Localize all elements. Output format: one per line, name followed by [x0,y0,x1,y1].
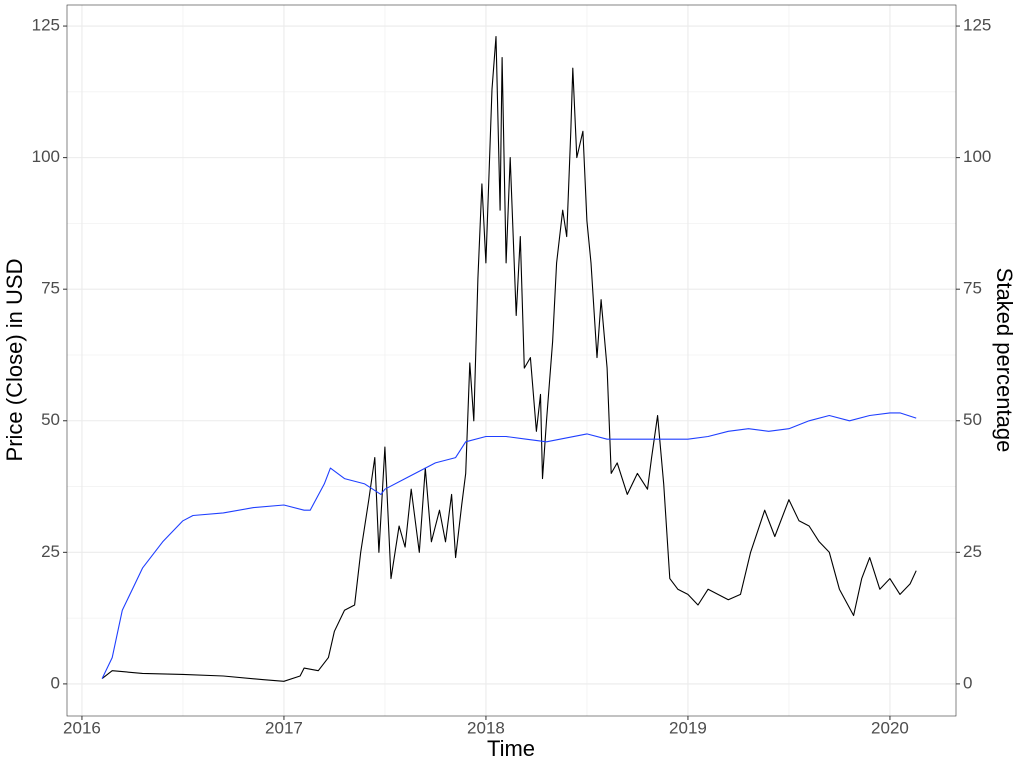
y2-tick-label: 100 [963,147,991,166]
x-tick-label: 2020 [871,718,909,737]
y-tick-label: 25 [41,542,60,561]
y-tick-label: 100 [32,147,60,166]
y2-tick-label: 25 [963,542,982,561]
y2-tick-label: 0 [963,673,972,692]
y-tick-label: 75 [41,279,60,298]
x-tick-label: 2016 [63,718,101,737]
y2-axis-title: Staked percentage [992,268,1017,453]
y-tick-label: 0 [51,673,60,692]
y2-tick-label: 75 [963,279,982,298]
x-tick-label: 2017 [265,718,303,737]
x-axis-title: Time [487,736,535,761]
series-line [101,36,917,682]
y2-tick-label: 50 [963,410,982,429]
y2-tick-label: 125 [963,16,991,35]
y-tick-label: 125 [32,16,60,35]
x-tick-label: 2019 [669,718,707,737]
plot-border [66,4,957,717]
series-line [101,412,917,679]
x-tick-label: 2018 [467,718,505,737]
y-axis-title: Price (Close) in USD [2,259,27,462]
y-tick-label: 50 [41,410,60,429]
